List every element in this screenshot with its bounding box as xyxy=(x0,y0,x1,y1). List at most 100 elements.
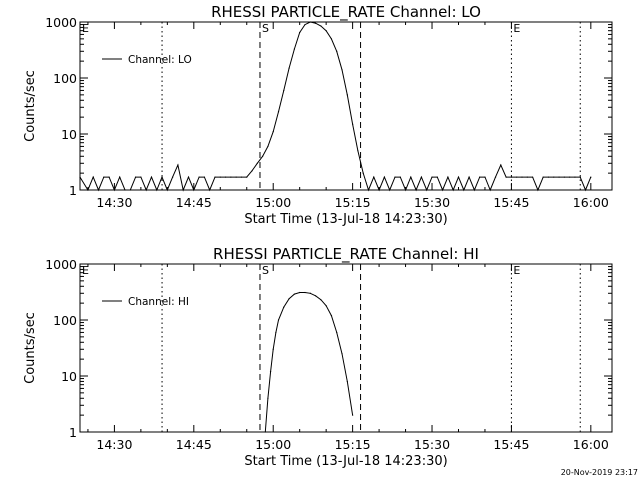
data-point xyxy=(410,176,412,178)
data-point xyxy=(267,145,269,148)
data-point xyxy=(362,172,364,174)
data-point xyxy=(272,131,274,133)
data-point xyxy=(399,176,401,178)
x-tick-label: 16:00 xyxy=(573,195,609,210)
data-point xyxy=(463,189,465,191)
timestamp: 20-Nov-2019 23:17 xyxy=(561,468,638,477)
data-point xyxy=(108,176,110,178)
chart-title: RHESSI PARTICLE_RATE Channel: LO xyxy=(211,3,481,22)
x-tick-label: 14:30 xyxy=(96,195,132,210)
x-axis-label: Start Time (13-Jul-18 14:23:30) xyxy=(244,454,447,469)
data-point xyxy=(330,38,333,40)
data-point xyxy=(113,189,116,191)
data-point xyxy=(558,176,560,178)
data-point xyxy=(389,189,391,191)
data-point xyxy=(288,67,290,69)
data-point xyxy=(203,176,205,178)
y-tick-label: 100 xyxy=(53,71,77,86)
data-point xyxy=(336,331,338,334)
data-point xyxy=(574,176,576,178)
data-point xyxy=(288,298,290,300)
y-tick-label: 1000 xyxy=(45,257,77,272)
data-point xyxy=(177,164,179,166)
y-tick-label: 10 xyxy=(61,127,77,142)
x-tick-label: 14:45 xyxy=(176,195,212,210)
data-point xyxy=(309,292,311,294)
data-point xyxy=(299,31,301,34)
data-point xyxy=(251,170,253,172)
data-point xyxy=(140,176,142,178)
event-marker-label: E xyxy=(82,22,89,35)
data-point xyxy=(352,414,354,416)
data-point xyxy=(119,176,121,178)
data-point xyxy=(547,176,550,178)
data-point xyxy=(230,176,232,178)
panel-lo-channel: RHESSI PARTICLE_RATE Channel: LO 14:30 14:… xyxy=(23,3,613,227)
x-tick-label: 15:15 xyxy=(335,195,371,210)
data-point xyxy=(420,176,423,178)
data-point xyxy=(531,176,534,178)
data-point xyxy=(473,189,475,191)
data-point xyxy=(193,189,195,191)
data-point xyxy=(275,331,277,334)
event-marker-label: E xyxy=(513,22,520,35)
plot-frame xyxy=(79,263,613,433)
data-point xyxy=(150,176,153,178)
data-point xyxy=(537,189,539,191)
y-tick-label: 100 xyxy=(53,313,77,328)
data-point xyxy=(283,89,285,92)
data-point xyxy=(431,176,433,178)
event-marker-label: S xyxy=(262,264,269,277)
data-point xyxy=(267,397,269,399)
y-tick-label: 1 xyxy=(69,425,77,440)
data-point xyxy=(198,176,200,178)
data-point xyxy=(182,189,184,191)
data-point xyxy=(314,295,317,297)
data-point xyxy=(378,189,380,191)
y-tick-label: 10 xyxy=(61,369,77,384)
data-point xyxy=(457,176,460,178)
chart-title: RHESSI PARTICLE_RATE Channel: HI xyxy=(213,245,479,264)
data-point xyxy=(426,189,428,191)
series-line xyxy=(79,21,592,192)
data-point xyxy=(336,50,338,52)
data-point xyxy=(156,189,158,191)
data-point xyxy=(87,189,89,191)
event-marker-label: E xyxy=(513,264,520,277)
data-point xyxy=(283,306,285,308)
data-point xyxy=(166,189,168,191)
data-point xyxy=(346,380,348,383)
data-point xyxy=(542,176,544,178)
data-point xyxy=(320,25,322,27)
y-tick-label: 1 xyxy=(69,183,77,198)
x-tick-label: 15:15 xyxy=(335,437,371,452)
data-point xyxy=(500,164,502,166)
data-point xyxy=(293,48,295,50)
data-point xyxy=(304,23,306,26)
data-point xyxy=(357,150,359,152)
data-point xyxy=(240,176,243,178)
x-tick-label: 14:45 xyxy=(176,437,212,452)
data-point xyxy=(468,176,470,178)
data-point xyxy=(404,189,407,191)
data-point xyxy=(161,176,163,178)
data-point xyxy=(584,189,587,191)
data-point xyxy=(510,176,513,178)
data-point xyxy=(442,189,444,191)
data-point xyxy=(209,189,211,191)
data-point xyxy=(314,22,317,24)
data-point xyxy=(569,176,571,178)
y-axis-label: Counts/sec xyxy=(23,70,38,142)
y-axis-label: Counts/sec xyxy=(23,312,38,384)
data-point xyxy=(264,431,266,433)
event-marker-label: E xyxy=(82,264,89,277)
panel-hi-channel: RHESSI PARTICLE_RATE Channel: HI 14:30 14:… xyxy=(23,245,613,469)
data-point xyxy=(246,176,248,178)
data-point xyxy=(187,176,190,178)
data-point xyxy=(304,291,306,294)
data-point xyxy=(309,21,311,23)
data-point xyxy=(553,176,555,178)
data-point xyxy=(479,176,481,178)
x-tick-label: 14:30 xyxy=(96,437,132,452)
